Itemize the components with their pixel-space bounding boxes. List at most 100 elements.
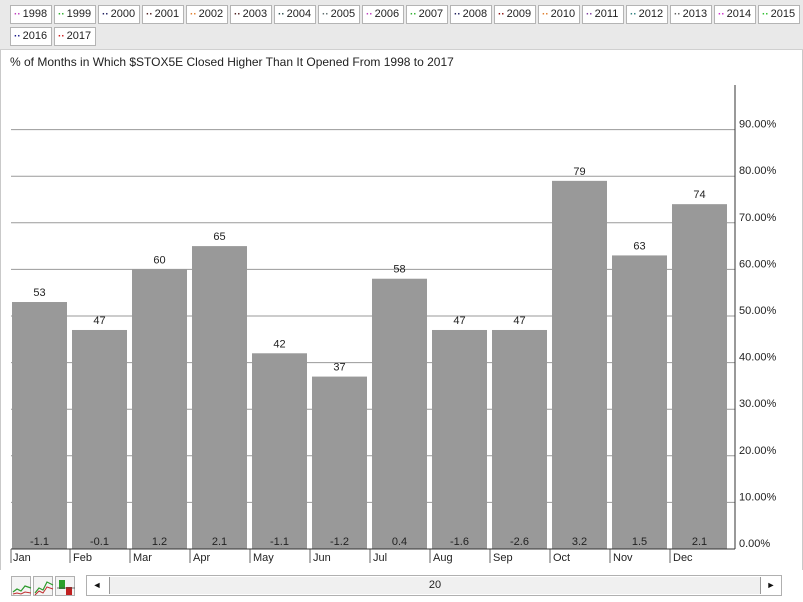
legend-year-label: 2009 (506, 8, 532, 20)
legend-year-2007[interactable]: ·· 2007 (406, 5, 448, 24)
legend-year-2011[interactable]: ·· 2011 (582, 5, 624, 24)
bar-value-label: 42 (273, 338, 285, 350)
y-tick-label: 30.00% (739, 398, 777, 410)
legend-line-icon: ·· (498, 9, 505, 20)
legend-year-label: 2004 (286, 8, 312, 20)
legend-line-icon: ·· (718, 9, 725, 20)
legend-line-icon: ·· (58, 9, 65, 20)
y-tick-label: 80.00% (739, 165, 777, 177)
x-tick-label: May (253, 552, 274, 564)
legend-year-2012[interactable]: ·· 2012 (626, 5, 668, 24)
x-tick-label: Mar (133, 552, 152, 564)
bar-bottom-label: 1.2 (152, 536, 167, 548)
legend-line-icon: ·· (58, 31, 65, 42)
bar-nov (612, 255, 667, 550)
y-tick-label: 20.00% (739, 445, 777, 457)
scroll-left-arrow[interactable]: ◄ (87, 576, 107, 595)
bar-value-label: 74 (693, 189, 705, 201)
bar-feb (72, 329, 127, 549)
legend-year-2010[interactable]: ·· 2010 (538, 5, 580, 24)
bar-bottom-label: -0.1 (90, 536, 109, 548)
legend-line-icon: ·· (542, 9, 549, 20)
year-legend: ·· 1998 ·· 1999 ·· 2000 ·· 2001 ·· 2002 ·· 2003 ·· 20… (0, 0, 803, 50)
legend-line-icon: ·· (190, 9, 197, 20)
chart-title: % of Months in Which $STOX5E Closed High… (10, 55, 454, 69)
legend-year-1999[interactable]: ·· 1999 (54, 5, 96, 24)
legend-line-icon: ·· (234, 9, 241, 20)
y-tick-label: 0.00% (739, 538, 770, 550)
bar-bottom-label: -2.6 (510, 536, 529, 548)
legend-year-label: 2005 (330, 8, 356, 20)
legend-year-2009[interactable]: ·· 2009 (494, 5, 536, 24)
bar-bottom-label: 2.1 (212, 536, 227, 548)
legend-year-2016[interactable]: ·· 2016 (10, 27, 52, 46)
legend-year-2015[interactable]: ·· 2015 (758, 5, 800, 24)
scroll-thumb[interactable]: 20 (109, 577, 761, 594)
legend-year-label: 2001 (154, 8, 180, 20)
scroll-period-value: 20 (428, 579, 442, 591)
legend-year-label: 2000 (110, 8, 136, 20)
legend-year-label: 2010 (550, 8, 576, 20)
bar-bottom-label: -1.1 (270, 536, 289, 548)
period-scrollbar[interactable]: ◄ 20 ► (86, 575, 782, 596)
legend-year-2006[interactable]: ·· 2006 (362, 5, 404, 24)
bar-bottom-label: 1.5 (632, 536, 647, 548)
y-tick-label: 70.00% (739, 212, 777, 224)
y-tick-label: 90.00% (739, 119, 777, 131)
line-chart-icon[interactable] (11, 576, 32, 596)
legend-year-2008[interactable]: ·· 2008 (450, 5, 492, 24)
legend-line-icon: ·· (366, 9, 373, 20)
legend-year-2014[interactable]: ·· 2014 (714, 5, 756, 24)
bar-bottom-label: 3.2 (572, 536, 587, 548)
bar-value-label: 65 (213, 231, 225, 243)
bar-value-label: 60 (153, 254, 165, 266)
legend-year-label: 2007 (418, 8, 444, 20)
y-tick-label: 40.00% (739, 352, 777, 364)
legend-line-icon: ·· (14, 31, 21, 42)
legend-line-icon: ·· (410, 9, 417, 20)
bar-value-label: 47 (93, 315, 105, 327)
legend-year-2000[interactable]: ·· 2000 (98, 5, 140, 24)
legend-year-2004[interactable]: ·· 2004 (274, 5, 316, 24)
bar-bottom-label: 2.1 (692, 536, 707, 548)
legend-year-label: 2016 (22, 30, 48, 42)
bar-bottom-label: 0.4 (392, 536, 407, 548)
x-tick-label: Aug (433, 552, 453, 564)
legend-year-2005[interactable]: ·· 2005 (318, 5, 360, 24)
legend-line-icon: ·· (102, 9, 109, 20)
legend-year-2003[interactable]: ·· 2003 (230, 5, 272, 24)
bar-value-label: 53 (33, 287, 45, 299)
bar-value-label: 37 (333, 362, 345, 374)
bar-mar (132, 269, 187, 549)
multi-line-chart-icon[interactable] (33, 576, 54, 596)
legend-year-label: 2013 (682, 8, 708, 20)
legend-year-2013[interactable]: ·· 2013 (670, 5, 712, 24)
x-tick-label: Jun (313, 552, 331, 564)
legend-year-2001[interactable]: ·· 2001 (142, 5, 184, 24)
x-tick-label: Jan (13, 552, 31, 564)
legend-year-2017[interactable]: ·· 2017 (54, 27, 96, 46)
bar-chart-icon[interactable] (55, 576, 75, 596)
legend-year-1998[interactable]: ·· 1998 (10, 5, 52, 24)
legend-line-icon: ·· (454, 9, 461, 20)
legend-year-2002[interactable]: ·· 2002 (186, 5, 228, 24)
legend-year-label: 2006 (374, 8, 400, 20)
legend-year-label: 2014 (726, 8, 752, 20)
bar-bottom-label: -1.2 (330, 536, 349, 548)
x-tick-label: Oct (553, 552, 570, 564)
legend-line-icon: ·· (586, 9, 593, 20)
legend-line-icon: ·· (14, 9, 21, 20)
legend-line-icon: ·· (674, 9, 681, 20)
scroll-right-arrow[interactable]: ► (761, 576, 781, 595)
legend-year-label: 2015 (770, 8, 796, 20)
y-tick-label: 50.00% (739, 305, 777, 317)
bar-bottom-label: -1.1 (30, 536, 49, 548)
bar-jan (12, 302, 67, 549)
legend-year-label: 1999 (66, 8, 92, 20)
bar-value-label: 79 (573, 166, 585, 178)
legend-year-label: 2012 (638, 8, 664, 20)
bar-jul (372, 278, 427, 549)
bar-value-label: 63 (633, 240, 645, 252)
bar-oct (552, 180, 607, 550)
legend-year-label: 2011 (594, 8, 619, 20)
